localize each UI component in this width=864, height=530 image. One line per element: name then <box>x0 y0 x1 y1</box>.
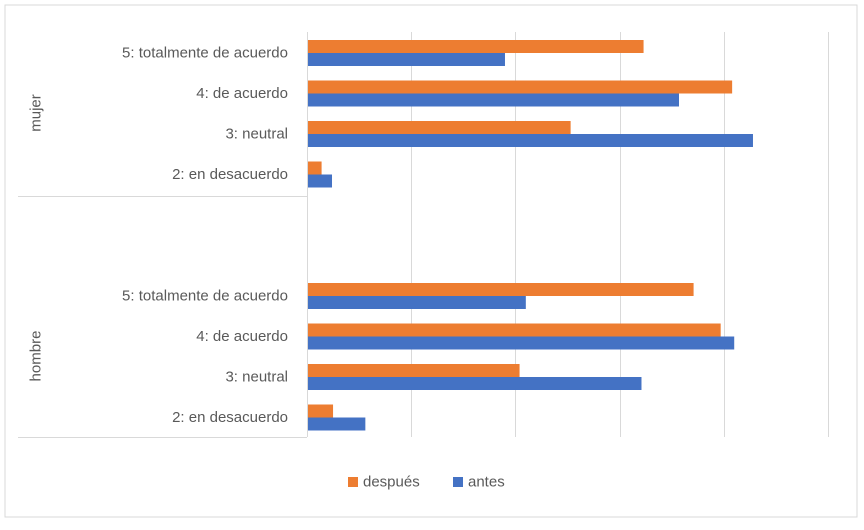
bar-despues <box>308 283 694 296</box>
legend-swatch <box>348 477 358 487</box>
legend-label: antes <box>468 474 505 491</box>
category-label: 4: de acuerdo <box>196 328 288 345</box>
category-label: 4: de acuerdo <box>196 85 288 102</box>
category-label: 5: totalmente de acuerdo <box>122 45 288 62</box>
bar-antes <box>308 296 526 309</box>
bar-despues <box>308 40 644 53</box>
category-label: 2: en desacuerdo <box>172 166 288 183</box>
category-label: 3: neutral <box>225 369 288 386</box>
group-label: hombre <box>28 331 45 382</box>
legend-swatch <box>453 477 463 487</box>
bar-antes <box>308 417 366 431</box>
category-label: 3: neutral <box>225 126 288 143</box>
bar-antes <box>308 377 642 390</box>
bar-antes <box>308 134 753 147</box>
bar-antes <box>308 174 333 188</box>
bar-despues <box>308 364 520 377</box>
bar-antes <box>308 336 735 350</box>
bar-despues <box>308 161 322 175</box>
bar-antes <box>308 53 505 66</box>
category-label: 2: en desacuerdo <box>172 409 288 426</box>
bar-despues <box>308 80 733 94</box>
category-label: 5: totalmente de acuerdo <box>122 288 288 305</box>
bar-antes <box>308 93 679 107</box>
legend-label: después <box>363 474 420 491</box>
bar-despues <box>308 404 334 418</box>
bar-despues <box>308 121 571 134</box>
bar-despues <box>308 323 721 337</box>
group-label: mujer <box>28 94 45 132</box>
